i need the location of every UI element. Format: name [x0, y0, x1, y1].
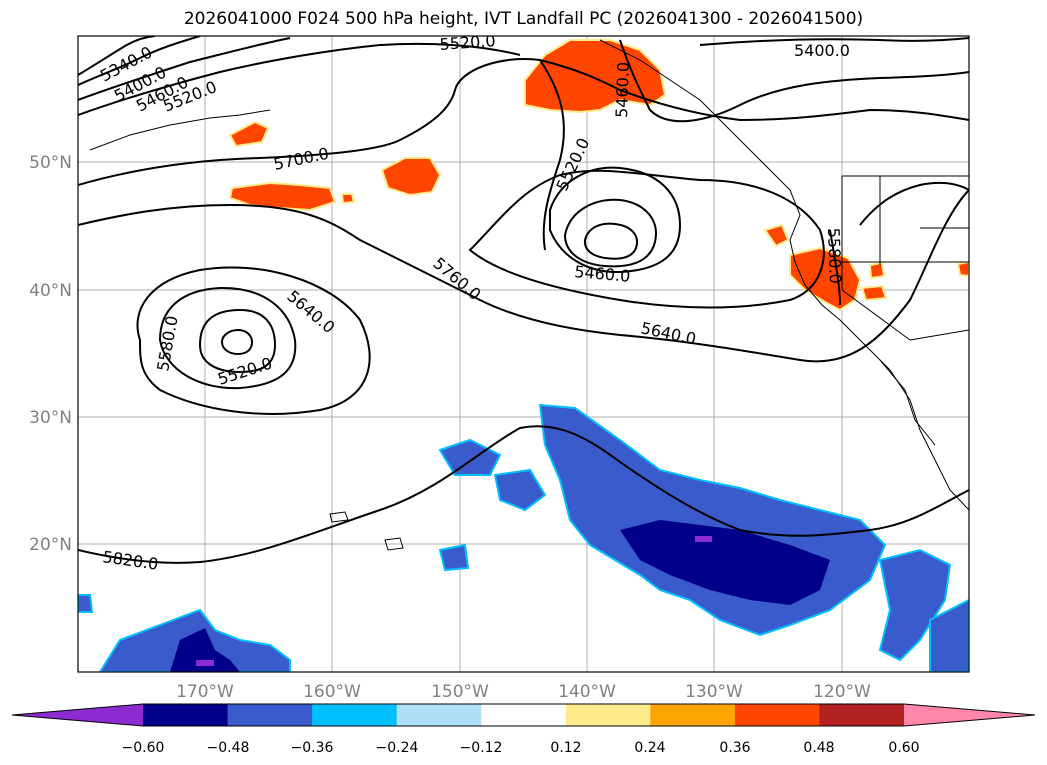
- contour-5400-ne: [699, 37, 969, 46]
- latitude-labels: 50°N 40°N 30°N 20°N: [29, 153, 72, 555]
- neg-region-right: [878, 548, 952, 662]
- colorbar-segment: [143, 704, 229, 726]
- lon-label-140w: 140°W: [558, 682, 616, 702]
- contour-5640-coast: [859, 181, 969, 226]
- contour-5460-ne: [619, 39, 969, 123]
- longitude-labels: 170°W 160°W 150°W 140°W 130°W 120°W: [176, 682, 871, 702]
- neg-region-sw-core: [170, 628, 240, 672]
- lon-label-160w: 160°W: [303, 682, 361, 702]
- lat-label-30: 30°N: [29, 408, 72, 428]
- contour-5520-low: [198, 308, 277, 374]
- pos-region-nevada: [860, 284, 888, 302]
- pos-region-oregon: [763, 223, 790, 248]
- colorbar-outline: [11, 703, 1036, 727]
- pos-region-aleutian: [228, 181, 337, 212]
- neg-region-right2: [929, 598, 969, 672]
- colorbar-segment: [481, 704, 567, 726]
- colorbar-tick-label: −0.12: [460, 740, 503, 756]
- lat-label-40: 40°N: [29, 281, 72, 301]
- contour-label: 5400.0: [794, 41, 850, 60]
- colorbar-extend-low: [12, 704, 143, 726]
- colorbar-segment: [650, 704, 736, 726]
- contour-label: 5580.0: [824, 227, 845, 284]
- colorbar-segment: [565, 704, 651, 726]
- colorbar-tick-label: 0.48: [803, 740, 834, 756]
- contour-5820: [78, 425, 969, 564]
- coastlines: [89, 39, 969, 551]
- contour-5520-core: [220, 328, 254, 356]
- colorbar-tick-label: 0.60: [888, 740, 919, 756]
- lon-label-170w: 170°W: [176, 682, 234, 702]
- neg-region-extreme-east: [695, 536, 712, 542]
- lat-label-50: 50°N: [29, 153, 72, 173]
- colorbar-tick-label: 0.24: [634, 740, 665, 756]
- contour-5460-east: [563, 198, 657, 268]
- colorbar-segment: [819, 704, 905, 726]
- lon-label-130w: 130°W: [685, 682, 743, 702]
- colorbar-segment: [227, 704, 313, 726]
- neg-region-sw-extreme: [196, 660, 214, 666]
- pos-region-north-pacific: [380, 157, 442, 197]
- contour-5640-pacific: [136, 266, 371, 415]
- contour-5340: [78, 36, 156, 76]
- contour-5640-east: [468, 169, 825, 309]
- map-title: 2026041000 F024 500 hPa height, IVT Land…: [183, 9, 864, 29]
- lon-label-150w: 150°W: [431, 682, 489, 702]
- height-contours: [78, 36, 969, 564]
- colorbar-tick-label: −0.48: [207, 740, 250, 756]
- colorbar-tick-label: −0.36: [291, 740, 334, 756]
- lat-label-20: 20°N: [29, 535, 72, 555]
- pos-region-east: [956, 260, 969, 278]
- contour-5580-coast: [829, 229, 841, 306]
- colorbar-ticks: −0.60 −0.48 −0.36 −0.24 −0.12 0.12 0.24 …: [122, 740, 920, 756]
- neg-region-mid: [438, 438, 502, 476]
- contour-5520-north: [78, 42, 521, 116]
- contour-5460-north: [78, 37, 291, 101]
- contour-5400-north: [78, 36, 201, 86]
- neg-region-east-core: [620, 520, 830, 605]
- contour-5760: [78, 189, 969, 363]
- contour-label: 5460.0: [612, 62, 633, 119]
- contour-5520-east: [549, 166, 682, 274]
- neg-region-mid2: [493, 468, 547, 512]
- contour-5580: [158, 286, 297, 390]
- colorbar-tick-label: 0.12: [550, 740, 581, 756]
- colorbar-segment: [396, 704, 482, 726]
- lon-label-120w: 120°W: [813, 682, 871, 702]
- colorbar-segment: [734, 704, 820, 726]
- map-frame: [77, 35, 970, 673]
- pos-region-idaho: [868, 261, 886, 280]
- pos-region-aleutian-small: [228, 120, 270, 148]
- colorbar: [11, 703, 1036, 727]
- pos-region-dot: [340, 193, 356, 205]
- colorbar-extend-high: [904, 704, 1035, 726]
- colorbar-tick-label: −0.24: [376, 740, 419, 756]
- neg-region-left: [78, 594, 94, 613]
- contour-label: 5520.0: [439, 31, 496, 54]
- contour-5460-core: [583, 222, 638, 260]
- contour-label: 5460.0: [574, 262, 631, 286]
- colorbar-segment: [312, 704, 398, 726]
- colorbar-tick-label: 0.36: [719, 740, 750, 756]
- contour-5520-ne: [539, 59, 565, 251]
- neg-region-small: [438, 543, 470, 572]
- ivt-negative-shading: [78, 403, 969, 672]
- colorbar-tick-label: −0.60: [122, 740, 165, 756]
- contour-5700: [78, 58, 969, 186]
